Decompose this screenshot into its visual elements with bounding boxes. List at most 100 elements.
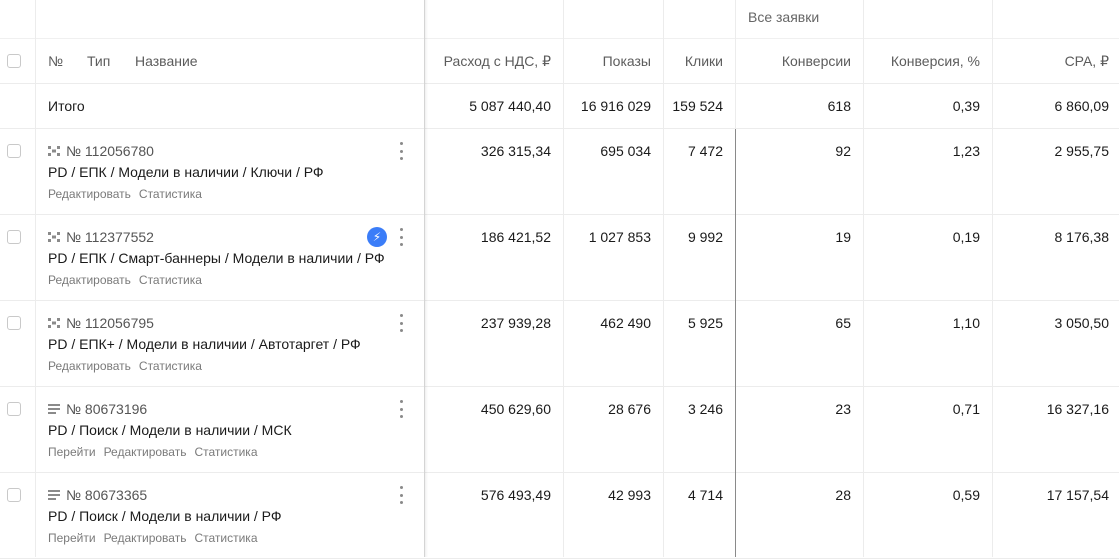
more-vertical-icon[interactable] xyxy=(393,314,409,332)
campaign-link[interactable]: Редактировать xyxy=(48,273,131,287)
total-spend: 5 087 440,40 xyxy=(469,98,551,114)
column-header-conversion-rate[interactable]: Конверсия, % xyxy=(890,53,980,69)
campaign-link[interactable]: Статистика xyxy=(194,531,258,545)
smart-banner-icon xyxy=(48,229,60,245)
row-checkbox[interactable] xyxy=(7,402,21,416)
campaign-id[interactable]: № 112056795 xyxy=(48,315,154,331)
cell-impressions: 42 993 xyxy=(608,487,651,503)
campaign-link[interactable]: Статистика xyxy=(138,187,202,201)
cell-spend: 450 629,60 xyxy=(480,401,551,417)
column-header-number[interactable]: № xyxy=(48,53,64,69)
campaign-links: Редактировать Статистика xyxy=(48,359,202,373)
total-conversion-rate: 0,39 xyxy=(952,98,980,114)
campaign-id[interactable]: № 80673196 xyxy=(48,401,147,417)
cell-conversion-rate: 0,71 xyxy=(952,401,980,417)
total-conversions: 618 xyxy=(827,98,851,114)
group-header-label: Все заявки xyxy=(748,9,820,25)
total-label: Итого xyxy=(48,98,85,114)
cell-cpa: 8 176,38 xyxy=(1054,229,1110,245)
smart-banner-icon xyxy=(48,143,60,159)
table-row: № 80673365 PD / Поиск / Модели в наличии… xyxy=(0,473,1119,559)
campaign-id[interactable]: № 112377552 xyxy=(48,229,154,245)
cell-impressions: 462 490 xyxy=(600,315,651,331)
campaign-name[interactable]: PD / Поиск / Модели в наличии / МСК xyxy=(48,422,292,438)
column-header-clicks[interactable]: Клики xyxy=(684,53,723,69)
campaign-link[interactable]: Редактировать xyxy=(103,445,187,459)
campaign-number[interactable]: № 112056795 xyxy=(66,315,154,331)
campaign-name[interactable]: PD / ЕПК / Смарт-баннеры / Модели в нали… xyxy=(48,250,385,266)
text-ad-icon xyxy=(48,401,60,417)
campaign-link[interactable]: Редактировать xyxy=(103,531,187,545)
table-row: № 112056795 PD / ЕПК+ / Модели в наличии… xyxy=(0,301,1119,387)
cell-conversions: 28 xyxy=(835,487,851,503)
select-all-checkbox[interactable] xyxy=(7,54,21,68)
smart-banner-icon xyxy=(48,315,60,331)
campaign-link[interactable]: Редактировать xyxy=(48,187,131,201)
total-clicks: 159 524 xyxy=(672,98,723,114)
cell-conversion-rate: 1,10 xyxy=(952,315,980,331)
row-checkbox[interactable] xyxy=(7,230,21,244)
cell-spend: 237 939,28 xyxy=(480,315,551,331)
total-cpa: 6 860,09 xyxy=(1054,98,1110,114)
column-header-row: № Тип Название Расход с НДС, ₽ Показы Кл… xyxy=(0,39,1119,84)
row-checkbox[interactable] xyxy=(7,488,21,502)
campaign-name[interactable]: PD / ЕПК / Модели в наличии / Ключи / РФ xyxy=(48,164,324,180)
total-impressions: 16 916 029 xyxy=(580,98,651,114)
cell-conversions: 92 xyxy=(835,143,851,159)
more-vertical-icon[interactable] xyxy=(393,400,409,418)
cell-spend: 326 315,34 xyxy=(480,143,551,159)
campaign-name[interactable]: PD / Поиск / Модели в наличии / РФ xyxy=(48,508,282,524)
table-row: № 112377552 PD / ЕПК / Смарт-баннеры / М… xyxy=(0,215,1119,301)
campaign-link[interactable]: Перейти xyxy=(48,445,96,459)
campaign-number[interactable]: № 112056780 xyxy=(66,143,154,159)
column-header-name[interactable]: Название xyxy=(135,53,198,69)
cell-impressions: 28 676 xyxy=(608,401,651,417)
campaign-link[interactable]: Статистика xyxy=(138,273,202,287)
cell-impressions: 695 034 xyxy=(600,143,651,159)
campaign-links: Перейти Редактировать Статистика xyxy=(48,531,258,545)
cell-cpa: 2 955,75 xyxy=(1054,143,1110,159)
cell-cpa: 3 050,50 xyxy=(1054,315,1110,331)
table-row: № 80673196 PD / Поиск / Модели в наличии… xyxy=(0,387,1119,473)
text-ad-icon xyxy=(48,487,60,503)
campaign-number[interactable]: № 80673196 xyxy=(66,401,148,417)
cell-conversion-rate: 0,59 xyxy=(952,487,980,503)
campaign-link[interactable]: Перейти xyxy=(48,531,96,545)
cell-cpa: 17 157,54 xyxy=(1046,487,1109,503)
campaign-link[interactable]: Статистика xyxy=(138,359,202,373)
cell-clicks: 5 925 xyxy=(687,315,723,331)
row-checkbox[interactable] xyxy=(7,144,21,158)
cell-spend: 576 493,49 xyxy=(480,487,551,503)
cell-impressions: 1 027 853 xyxy=(588,229,651,245)
cell-clicks: 9 992 xyxy=(687,229,723,245)
campaign-link[interactable]: Редактировать xyxy=(48,359,131,373)
column-header-cpa[interactable]: CPA, ₽ xyxy=(1064,53,1109,69)
campaign-name[interactable]: PD / ЕПК+ / Модели в наличии / Автотарге… xyxy=(48,336,361,352)
cell-clicks: 4 714 xyxy=(687,487,723,503)
cell-conversions: 23 xyxy=(835,401,851,417)
campaign-id[interactable]: № 112056780 xyxy=(48,143,154,159)
cell-spend: 186 421,52 xyxy=(480,229,551,245)
campaign-number[interactable]: № 112377552 xyxy=(66,229,154,245)
campaign-link[interactable]: Статистика xyxy=(194,445,258,459)
autostrategy-bolt-icon[interactable]: ⚡ xyxy=(367,227,387,247)
more-vertical-icon[interactable] xyxy=(393,228,409,246)
cell-cpa: 16 327,16 xyxy=(1046,401,1109,417)
column-header-spend[interactable]: Расход с НДС, ₽ xyxy=(443,53,551,69)
column-header-impressions[interactable]: Показы xyxy=(602,53,651,69)
campaign-links: Редактировать Статистика xyxy=(48,187,202,201)
cell-conversion-rate: 1,23 xyxy=(952,143,980,159)
campaign-id[interactable]: № 80673365 xyxy=(48,487,147,503)
cell-conversions: 19 xyxy=(835,229,851,245)
campaign-number[interactable]: № 80673365 xyxy=(66,487,148,503)
row-checkbox[interactable] xyxy=(7,316,21,330)
cell-conversion-rate: 0,19 xyxy=(952,229,980,245)
column-header-type[interactable]: Тип xyxy=(87,53,111,69)
table-row: № 112056780 PD / ЕПК / Модели в наличии … xyxy=(0,129,1119,215)
group-header-row: Все заявки xyxy=(0,0,1119,39)
cell-conversions: 65 xyxy=(835,315,851,331)
column-header-conversions[interactable]: Конверсии xyxy=(781,53,851,69)
more-vertical-icon[interactable] xyxy=(393,142,409,160)
more-vertical-icon[interactable] xyxy=(393,486,409,504)
